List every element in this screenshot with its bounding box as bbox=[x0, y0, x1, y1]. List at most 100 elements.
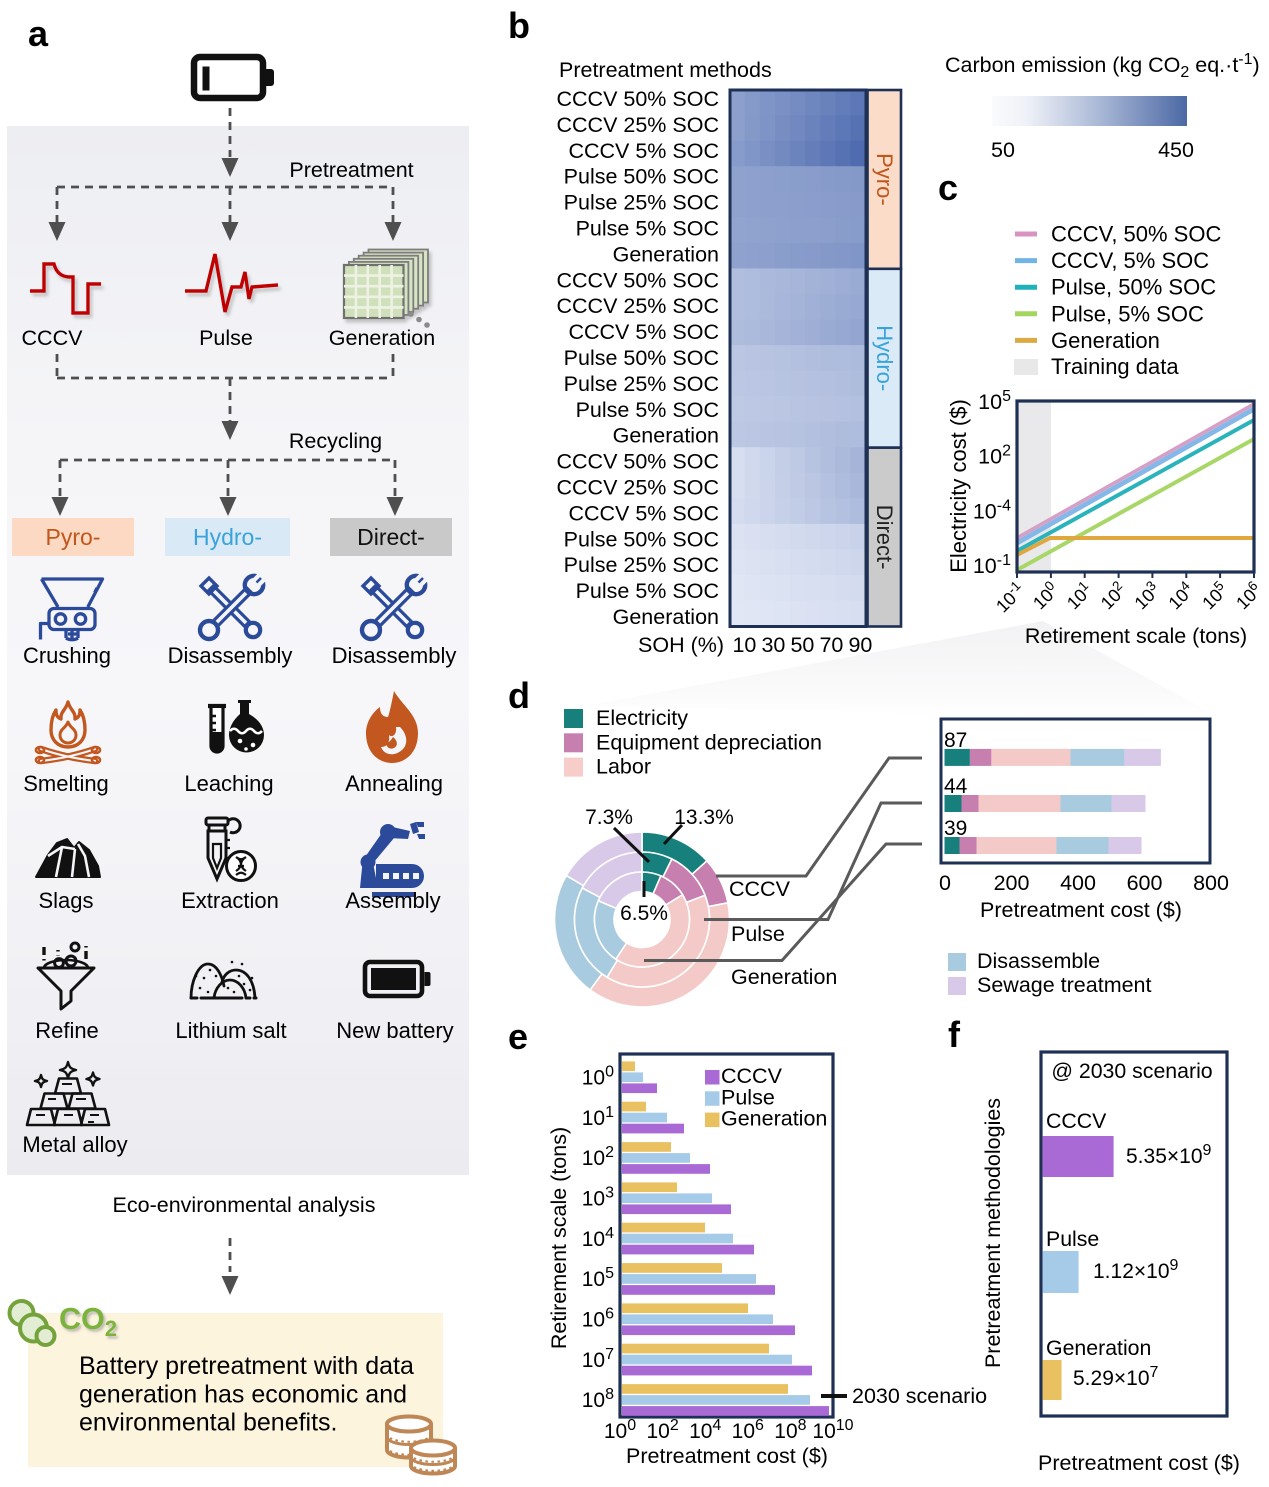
svg-text:Pulse 25% SOC: Pulse 25% SOC bbox=[564, 372, 719, 396]
svg-text:Hydro-: Hydro- bbox=[872, 325, 897, 391]
svg-text:44: 44 bbox=[944, 775, 968, 798]
svg-text:Pulse 50% SOC: Pulse 50% SOC bbox=[564, 527, 719, 551]
svg-text:Pulse: Pulse bbox=[1046, 1227, 1099, 1251]
svg-text:CCCV, 50% SOC: CCCV, 50% SOC bbox=[1051, 222, 1221, 247]
svg-text:Assembly: Assembly bbox=[345, 888, 440, 913]
svg-text:Generation: Generation bbox=[329, 326, 435, 350]
svg-text:CCCV 5% SOC: CCCV 5% SOC bbox=[568, 501, 719, 525]
svg-text:CCCV 25% SOC: CCCV 25% SOC bbox=[557, 476, 720, 500]
svg-text:50: 50 bbox=[790, 633, 814, 657]
svg-text:c: c bbox=[938, 167, 958, 208]
svg-text:6.5%: 6.5% bbox=[620, 902, 668, 925]
svg-text:Pretreatment cost ($): Pretreatment cost ($) bbox=[626, 1444, 828, 1468]
svg-text:39: 39 bbox=[944, 817, 967, 840]
svg-text:CCCV 50% SOC: CCCV 50% SOC bbox=[557, 87, 720, 111]
svg-text:Generation: Generation bbox=[1046, 1336, 1151, 1360]
svg-text:Crushing: Crushing bbox=[23, 643, 111, 668]
svg-text:Pulse 5% SOC: Pulse 5% SOC bbox=[576, 217, 719, 241]
svg-text:Pyro-: Pyro- bbox=[46, 524, 101, 550]
svg-text:2030 scenario: 2030 scenario bbox=[852, 1384, 987, 1408]
svg-text:13.3%: 13.3% bbox=[674, 806, 734, 829]
svg-text:450: 450 bbox=[1158, 138, 1194, 162]
svg-text:Disassembly: Disassembly bbox=[332, 643, 457, 668]
svg-text:Pulse 50% SOC: Pulse 50% SOC bbox=[564, 346, 719, 370]
svg-text:Metal alloy: Metal alloy bbox=[22, 1132, 127, 1157]
svg-text:Pulse 50% SOC: Pulse 50% SOC bbox=[564, 165, 719, 189]
svg-text:400: 400 bbox=[1060, 871, 1096, 895]
svg-text:CCCV 25% SOC: CCCV 25% SOC bbox=[557, 113, 720, 137]
svg-text:30: 30 bbox=[761, 633, 785, 657]
svg-text:CCCV 5% SOC: CCCV 5% SOC bbox=[568, 320, 719, 344]
svg-text:d: d bbox=[508, 675, 530, 716]
svg-text:Pretreatment methodologies: Pretreatment methodologies bbox=[981, 1098, 1005, 1368]
svg-text:environmental benefits.: environmental benefits. bbox=[79, 1409, 337, 1437]
svg-text:f: f bbox=[948, 1014, 961, 1055]
svg-text:Pretreatment cost ($): Pretreatment cost ($) bbox=[1038, 1451, 1240, 1475]
svg-text:CCCV 50% SOC: CCCV 50% SOC bbox=[557, 450, 720, 474]
svg-text:Lithium salt: Lithium salt bbox=[175, 1018, 286, 1043]
svg-text:e: e bbox=[508, 1016, 528, 1057]
svg-text:Pulse 5% SOC: Pulse 5% SOC bbox=[576, 398, 719, 422]
svg-text:Slags: Slags bbox=[38, 888, 93, 913]
svg-text:Training data: Training data bbox=[1051, 354, 1179, 379]
svg-text:b: b bbox=[508, 5, 530, 46]
svg-text:Recycling: Recycling bbox=[289, 429, 382, 453]
svg-text:Direct-: Direct- bbox=[872, 505, 897, 570]
svg-text:Pretreatment: Pretreatment bbox=[289, 158, 413, 182]
svg-text:Pulse: Pulse bbox=[721, 1085, 775, 1109]
svg-text:Refine: Refine bbox=[35, 1018, 99, 1043]
svg-text:Annealing: Annealing bbox=[345, 771, 443, 796]
svg-text:70: 70 bbox=[819, 633, 843, 657]
svg-text:CCCV: CCCV bbox=[1046, 1109, 1107, 1133]
svg-text:Direct-: Direct- bbox=[357, 524, 425, 550]
svg-text:600: 600 bbox=[1127, 871, 1163, 895]
svg-text:Generation: Generation bbox=[1051, 328, 1160, 353]
svg-text:New battery: New battery bbox=[336, 1018, 453, 1043]
svg-text:Disassembly: Disassembly bbox=[168, 643, 293, 668]
svg-text:Pulse 25% SOC: Pulse 25% SOC bbox=[564, 191, 719, 215]
svg-text:Pulse, 5% SOC: Pulse, 5% SOC bbox=[1051, 301, 1204, 326]
svg-text:Retirement scale (tons): Retirement scale (tons) bbox=[1025, 624, 1247, 648]
svg-text:CCCV 50% SOC: CCCV 50% SOC bbox=[557, 268, 720, 292]
svg-text:Leaching: Leaching bbox=[184, 771, 273, 796]
svg-text:Pulse 5% SOC: Pulse 5% SOC bbox=[576, 579, 719, 603]
svg-text:CCCV 5% SOC: CCCV 5% SOC bbox=[568, 139, 719, 163]
svg-text:Pretreatment cost ($): Pretreatment cost ($) bbox=[980, 898, 1182, 922]
svg-text:10: 10 bbox=[732, 633, 756, 657]
svg-text:a: a bbox=[28, 13, 49, 54]
svg-text:generation has economic and: generation has economic and bbox=[79, 1381, 407, 1409]
svg-text:Equipment depreciation: Equipment depreciation bbox=[596, 730, 822, 754]
svg-text:90: 90 bbox=[848, 633, 872, 657]
svg-text:Battery pretreatment with data: Battery pretreatment with data bbox=[79, 1352, 414, 1380]
svg-text:Generation: Generation bbox=[721, 1107, 827, 1131]
svg-text:Pulse: Pulse bbox=[731, 922, 785, 946]
svg-text:50: 50 bbox=[991, 138, 1015, 162]
svg-text:Disassemble: Disassemble bbox=[977, 949, 1100, 973]
svg-text:CCCV, 5% SOC: CCCV, 5% SOC bbox=[1051, 248, 1209, 273]
svg-text:Smelting: Smelting bbox=[23, 771, 109, 796]
svg-text:Retirement scale (tons): Retirement scale (tons) bbox=[547, 1127, 571, 1349]
svg-text:Electricity: Electricity bbox=[596, 706, 688, 730]
svg-text:Generation: Generation bbox=[731, 965, 837, 989]
svg-text:Generation: Generation bbox=[613, 424, 719, 448]
svg-text:0: 0 bbox=[939, 871, 951, 895]
svg-text:5.29×107: 5.29×107 bbox=[1073, 1364, 1159, 1390]
svg-text:CCCV: CCCV bbox=[729, 877, 791, 901]
svg-text:Eco-environmental analysis: Eco-environmental analysis bbox=[113, 1193, 376, 1217]
svg-text:CCCV: CCCV bbox=[22, 326, 84, 350]
svg-text:Pulse, 50% SOC: Pulse, 50% SOC bbox=[1051, 275, 1216, 300]
svg-text:SOH (%): SOH (%) bbox=[638, 633, 724, 657]
svg-text:Electricity cost ($): Electricity cost ($) bbox=[946, 399, 971, 573]
svg-text:5.35×109: 5.35×109 bbox=[1126, 1142, 1212, 1168]
svg-text:Pyro-: Pyro- bbox=[872, 153, 897, 206]
svg-text:Generation: Generation bbox=[613, 605, 719, 629]
svg-text:Labor: Labor bbox=[596, 755, 651, 779]
svg-text:87: 87 bbox=[944, 729, 967, 752]
svg-text:CCCV 25% SOC: CCCV 25% SOC bbox=[557, 294, 720, 318]
svg-text:Pulse 25% SOC: Pulse 25% SOC bbox=[564, 553, 719, 577]
svg-text:106: 106 bbox=[582, 1306, 614, 1332]
svg-text:1.12×109: 1.12×109 bbox=[1093, 1257, 1179, 1283]
svg-text:Extraction: Extraction bbox=[181, 888, 279, 913]
svg-text:Pretreatment methods: Pretreatment methods bbox=[559, 58, 772, 82]
svg-text:Pulse: Pulse bbox=[199, 326, 253, 350]
